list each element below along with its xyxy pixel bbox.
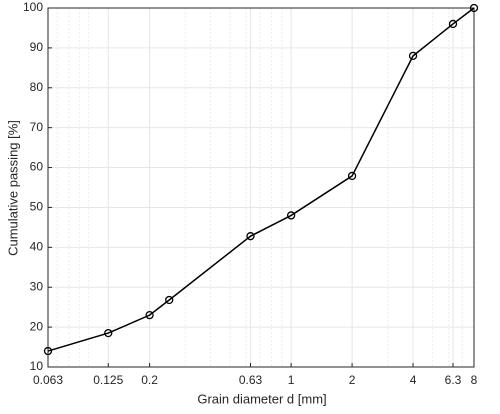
- data-point: [104, 328, 113, 338]
- data-point: [347, 171, 357, 181]
- y-tick-label: 10: [30, 359, 44, 373]
- data-point: [469, 3, 479, 13]
- data-point: [286, 211, 296, 220]
- data-line: [47, 7, 475, 352]
- x-tick-label: 6.3: [445, 373, 462, 387]
- y-axis-label: Cumulative passing [%]: [5, 120, 20, 256]
- x-tick-label: 2: [349, 373, 356, 387]
- y-tick-label: 50: [30, 200, 44, 214]
- y-tick-label: 40: [30, 240, 44, 254]
- data-point: [145, 310, 154, 320]
- data-point: [246, 232, 255, 241]
- x-tick-label: 0.125: [93, 373, 123, 387]
- y-tick-label: 70: [30, 120, 44, 134]
- x-tick-label: 4: [410, 373, 417, 387]
- data-point: [448, 19, 458, 29]
- y-tick-label: 20: [30, 319, 44, 333]
- data-point: [408, 51, 418, 61]
- y-tick-label: 60: [30, 160, 44, 174]
- x-tick-label: 0.63: [239, 373, 263, 387]
- y-tick-label: 100: [23, 0, 43, 14]
- x-tick-label: 0.063: [33, 373, 63, 387]
- x-tick-label: 0.2: [141, 373, 158, 387]
- x-axis-label: Grain diameter d [mm]: [197, 391, 326, 406]
- plot-frame: [47, 7, 475, 368]
- x-tick-label: 8: [471, 373, 478, 387]
- data-point: [43, 346, 53, 356]
- data-point: [165, 295, 174, 305]
- y-tick-label: 90: [30, 40, 44, 54]
- y-tick-label: 80: [30, 80, 44, 94]
- x-tick-label: 1: [288, 373, 295, 387]
- y-tick-label: 30: [30, 279, 44, 293]
